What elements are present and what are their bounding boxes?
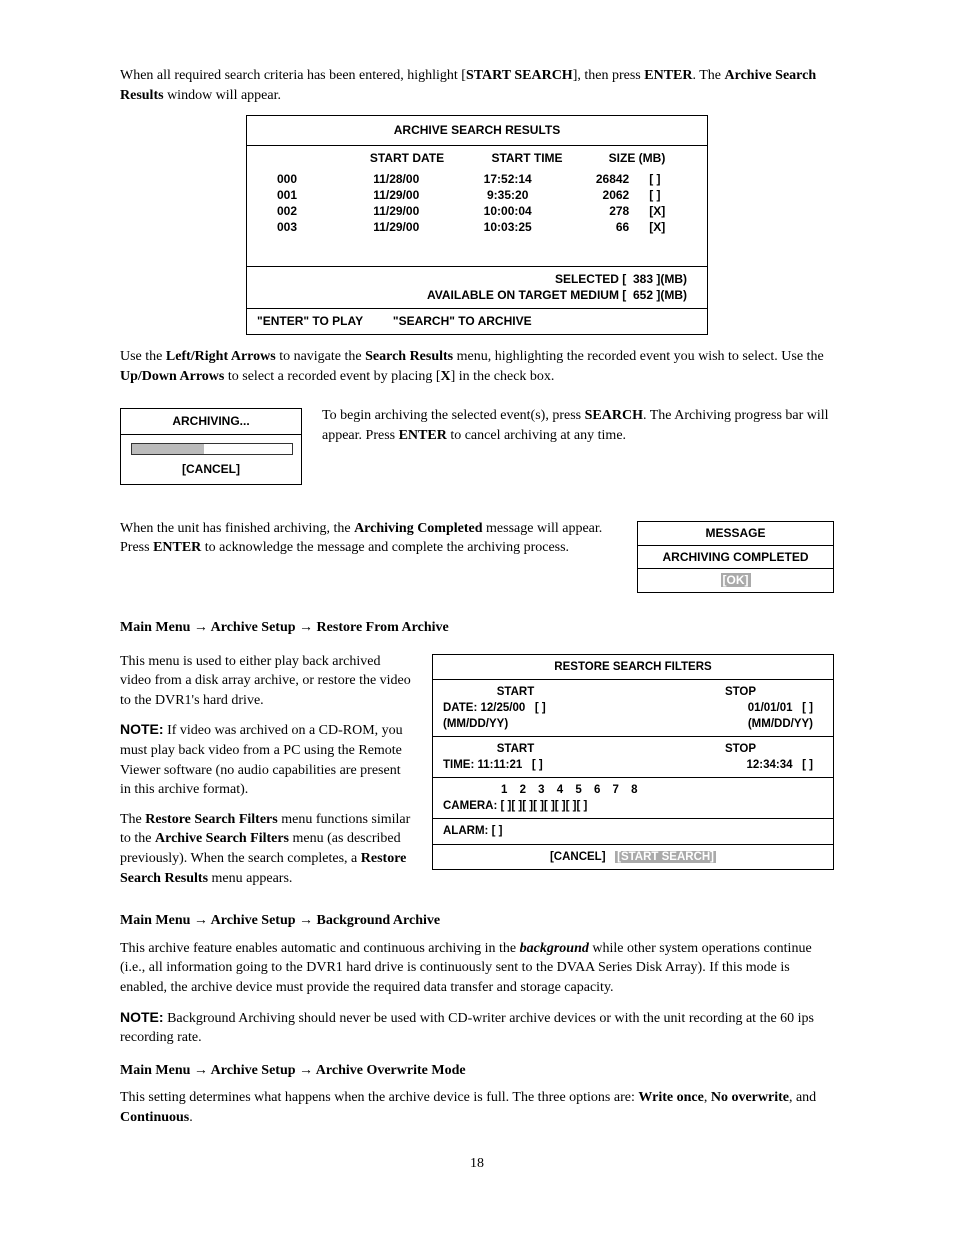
message-box: MESSAGE ARCHIVING COMPLETED [OK] [637, 521, 834, 593]
rsf-title: RESTORE SEARCH FILTERS [433, 655, 833, 680]
asr-status: SELECTED [ 383 ](MB) AVAILABLE ON TARGET… [247, 266, 707, 310]
completed-paragraph: When the unit has finished archiving, th… [120, 519, 623, 558]
page-number: 18 [120, 1154, 834, 1174]
nav-path-overwrite: Main Menu → Archive Setup → Archive Over… [120, 1060, 834, 1081]
table-row: 00311/29/0010:03:2566[X] [267, 219, 687, 235]
rsf-time-row: START TIME: 11:11:21 [ ] STOP 12:34:34 [… [433, 737, 833, 778]
archive-search-results-box: ARCHIVE SEARCH RESULTS START DATE START … [246, 115, 708, 335]
background-paragraph: This archive feature enables automatic a… [120, 939, 834, 998]
archiving-paragraph: To begin archiving the selected event(s)… [322, 406, 834, 445]
asr-rows: 00011/28/0017:52:1426842[ ]00111/29/009:… [247, 169, 707, 266]
rsf-cancel-button[interactable]: [CANCEL] [550, 851, 606, 863]
rsf-actions: [CANCEL] [START SEARCH] [433, 845, 833, 869]
archiving-title: ARCHIVING... [121, 409, 301, 435]
rsf-camera-row: 1 2 3 4 5 6 7 8 CAMERA: [ ][ ][ ][ ][ ][… [433, 778, 833, 819]
restore-note: NOTE: If video was archived on a CD-ROM,… [120, 720, 414, 799]
progress-bar [131, 443, 293, 455]
table-row: 00011/28/0017:52:1426842[ ] [267, 171, 687, 187]
message-body: ARCHIVING COMPLETED [638, 546, 833, 570]
table-row: 00111/29/009:35:202062[ ] [267, 187, 687, 203]
restore-para2: The Restore Search Filters menu function… [120, 810, 414, 888]
overwrite-paragraph: This setting determines what happens whe… [120, 1088, 834, 1127]
nav-path-background: Main Menu → Archive Setup → Background A… [120, 910, 834, 931]
rsf-start-search-button[interactable]: [START SEARCH] [615, 851, 716, 863]
restore-search-filters-box: RESTORE SEARCH FILTERS START DATE: 12/25… [432, 654, 834, 870]
nav-path-restore: Main Menu → Archive Setup → Restore From… [120, 617, 834, 638]
navigation-paragraph: Use the Left/Right Arrows to navigate th… [120, 347, 834, 386]
message-title: MESSAGE [638, 522, 833, 546]
asr-headers: START DATE START TIME SIZE (MB) [247, 146, 707, 169]
restore-intro: This menu is used to either play back ar… [120, 652, 414, 711]
archiving-progress-box: ARCHIVING... [CANCEL] [120, 408, 302, 485]
intro-paragraph: When all required search criteria has be… [120, 66, 834, 105]
ok-button[interactable]: [OK] [721, 573, 751, 587]
rsf-date-row: START DATE: 12/25/00 [ ] (MM/DD/YY) STOP… [433, 680, 833, 737]
rsf-alarm-row: ALARM: [ ] [433, 819, 833, 844]
asr-title: ARCHIVE SEARCH RESULTS [247, 116, 707, 146]
table-row: 00211/29/0010:00:04278[X] [267, 203, 687, 219]
asr-footer: "ENTER" TO PLAY "SEARCH" TO ARCHIVE [247, 309, 707, 334]
cancel-button[interactable]: [CANCEL] [121, 459, 301, 484]
background-note: NOTE: Background Archiving should never … [120, 1008, 834, 1048]
